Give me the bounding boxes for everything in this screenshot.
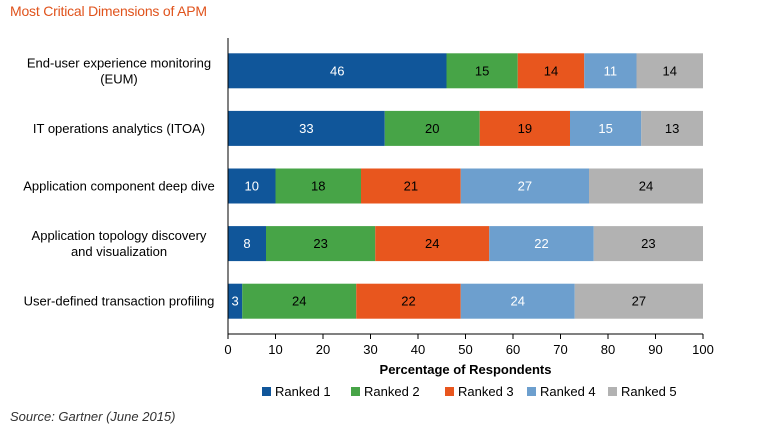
data-label: 14 bbox=[544, 63, 558, 78]
bars-group: 46 15 14 11 14 33 20 19 15 13 10 18 21 27 24 8 23 24 22 23 3… bbox=[228, 53, 703, 319]
legend-swatch bbox=[445, 387, 454, 396]
data-label: 3 bbox=[232, 294, 239, 309]
data-label: 19 bbox=[518, 121, 532, 136]
bar-segment bbox=[384, 110, 480, 146]
legend-label: Ranked 1 bbox=[275, 384, 331, 399]
bar-segment bbox=[636, 53, 703, 89]
bar-segment bbox=[228, 53, 447, 89]
category-label: Application component deep dive bbox=[23, 179, 215, 194]
data-label: 24 bbox=[425, 236, 439, 251]
data-label: 27 bbox=[632, 294, 646, 309]
bar-segment bbox=[356, 283, 461, 319]
data-label: 22 bbox=[534, 236, 548, 251]
x-tick-label: 50 bbox=[458, 342, 472, 357]
data-label: 46 bbox=[330, 63, 344, 78]
data-label: 10 bbox=[245, 179, 259, 194]
x-tick-label: 90 bbox=[648, 342, 662, 357]
legend-swatch bbox=[527, 387, 536, 396]
data-label: 11 bbox=[604, 63, 618, 78]
data-label: 14 bbox=[663, 63, 677, 78]
bar-segment bbox=[517, 53, 585, 89]
data-label: 15 bbox=[598, 121, 612, 136]
legend-label: Ranked 4 bbox=[540, 384, 596, 399]
bar-segment bbox=[228, 283, 243, 319]
category-label: IT operations analytics (ITOA) bbox=[33, 121, 205, 136]
bar-segment bbox=[479, 110, 570, 146]
bar-segment bbox=[570, 110, 642, 146]
category-labels: End-user experience monitoring (EUM) IT op… bbox=[23, 55, 215, 308]
data-label: 23 bbox=[313, 236, 327, 251]
x-tick-label: 70 bbox=[553, 342, 567, 357]
legend-label: Ranked 5 bbox=[621, 384, 677, 399]
data-label: 8 bbox=[243, 236, 250, 251]
chart-title: Most Critical Dimensions of APM bbox=[10, 3, 207, 19]
bar-segment bbox=[641, 110, 703, 146]
data-label: 13 bbox=[665, 121, 679, 136]
bar-segment bbox=[228, 226, 266, 262]
data-label: 20 bbox=[425, 121, 439, 136]
data-label: 27 bbox=[518, 179, 532, 194]
legend-swatch bbox=[351, 387, 360, 396]
data-label: 22 bbox=[401, 294, 415, 309]
bar-segment bbox=[242, 283, 357, 319]
x-axis: 0 10 20 30 40 50 60 70 80 90 100 bbox=[224, 38, 714, 357]
bar-segment bbox=[361, 168, 461, 204]
source-note: Source: Gartner (June 2015) bbox=[10, 409, 176, 424]
x-tick-label: 0 bbox=[224, 342, 231, 357]
x-tick-label: 40 bbox=[411, 342, 425, 357]
legend-label: Ranked 3 bbox=[458, 384, 514, 399]
data-label: 24 bbox=[511, 294, 525, 309]
bar-segment bbox=[446, 53, 518, 89]
bar-segment bbox=[593, 226, 703, 262]
x-axis-title: Percentage of Respondents bbox=[380, 362, 552, 377]
bar-segment bbox=[584, 53, 637, 89]
bar-segment bbox=[460, 283, 575, 319]
data-label: 23 bbox=[641, 236, 655, 251]
category-label: Application topology discovery and visual… bbox=[32, 228, 207, 259]
legend-swatch bbox=[608, 387, 617, 396]
bar-segment bbox=[266, 226, 376, 262]
x-tick-label: 30 bbox=[363, 342, 377, 357]
bar-segment bbox=[228, 110, 385, 146]
legend-swatch bbox=[262, 387, 271, 396]
category-label: End-user experience monitoring (EUM) bbox=[27, 55, 211, 86]
bar-segment bbox=[460, 168, 589, 204]
x-tick-label: 80 bbox=[601, 342, 615, 357]
data-label: 24 bbox=[292, 294, 306, 309]
legend-label: Ranked 2 bbox=[364, 384, 420, 399]
bar-segment bbox=[574, 283, 703, 319]
category-label: User-defined transaction profiling bbox=[24, 294, 215, 309]
x-tick-label: 100 bbox=[692, 342, 714, 357]
bar-segment bbox=[589, 168, 703, 204]
data-label: 18 bbox=[311, 179, 325, 194]
legend: Ranked 1 Ranked 2 Ranked 3 Ranked 4 Ranked 5 bbox=[262, 384, 677, 399]
data-label: 15 bbox=[475, 63, 489, 78]
data-label: 21 bbox=[404, 179, 418, 194]
bar-segment bbox=[228, 168, 276, 204]
bar-segment bbox=[375, 226, 490, 262]
data-label: 24 bbox=[639, 179, 653, 194]
bar-segment bbox=[489, 226, 594, 262]
bar-segment bbox=[275, 168, 361, 204]
x-tick-label: 60 bbox=[506, 342, 520, 357]
x-tick-label: 20 bbox=[316, 342, 330, 357]
data-label: 33 bbox=[299, 121, 313, 136]
x-tick-label: 10 bbox=[268, 342, 282, 357]
